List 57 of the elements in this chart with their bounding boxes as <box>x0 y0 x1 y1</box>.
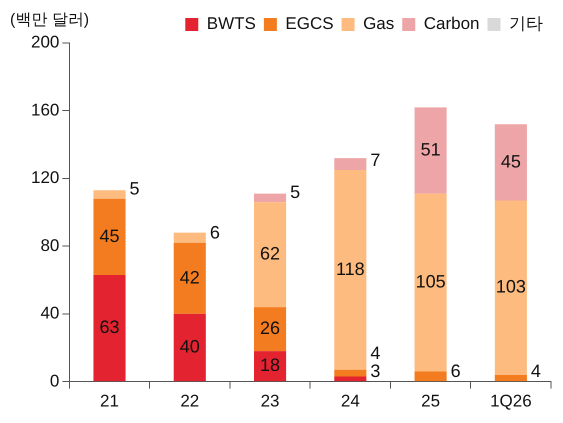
bar <box>174 314 206 382</box>
y-tick-label: 0 <box>50 371 60 390</box>
data-label: 18 <box>260 355 280 376</box>
data-label: 105 <box>416 272 446 292</box>
y-tick-label: 80 <box>40 236 60 255</box>
bar <box>93 274 126 382</box>
x-tick-label: 21 <box>100 391 119 410</box>
bar <box>254 202 286 308</box>
y-tick-label: 120 <box>30 168 60 188</box>
bar <box>494 124 527 200</box>
bar <box>414 371 447 382</box>
data-label: 3 <box>370 361 380 382</box>
bar <box>174 242 206 314</box>
data-label: 6 <box>210 222 220 243</box>
y-tick-label: 40 <box>40 304 60 323</box>
bar <box>174 232 206 243</box>
data-label: 4 <box>370 343 380 364</box>
data-label: 7 <box>370 150 380 170</box>
data-label: 45 <box>99 226 120 246</box>
y-tick-label: 160 <box>30 100 60 120</box>
legend-label: Gas <box>363 14 394 34</box>
bar <box>334 170 366 370</box>
data-label: 103 <box>496 276 526 297</box>
data-label: 51 <box>420 139 441 160</box>
data-label: 62 <box>260 244 280 264</box>
bar <box>334 158 366 170</box>
legend-label: Carbon <box>424 14 480 34</box>
data-label: 26 <box>260 318 280 338</box>
bar <box>93 198 126 275</box>
legend-label: 기타 <box>509 14 543 34</box>
bar <box>254 194 286 202</box>
bar <box>334 376 366 382</box>
data-label: 5 <box>130 178 140 199</box>
legend-label: BWTS <box>206 14 256 34</box>
bar <box>494 200 527 375</box>
bar <box>414 194 447 372</box>
data-label: 4 <box>530 361 541 382</box>
x-tick-label: 23 <box>260 391 280 410</box>
x-tick-label: 22 <box>180 391 200 410</box>
y-tick-label: 200 <box>30 32 60 52</box>
data-label: 42 <box>180 267 200 288</box>
x-tick-label: 24 <box>340 391 360 410</box>
bar <box>414 107 447 194</box>
legend-label: EGCS <box>285 14 334 34</box>
x-tick-label: 25 <box>421 391 440 410</box>
data-label: 45 <box>500 151 521 172</box>
bar <box>494 374 527 382</box>
data-label: 63 <box>99 316 120 337</box>
data-label: 5 <box>290 182 300 202</box>
data-label: 40 <box>180 336 200 356</box>
y-axis-title: (백만 달러) <box>10 11 90 28</box>
data-label: 6 <box>450 361 461 382</box>
data-label: 118 <box>336 258 365 279</box>
x-tick-label: 1Q26 <box>490 391 532 410</box>
bar <box>93 190 126 199</box>
bar <box>334 370 366 377</box>
bar <box>254 307 286 352</box>
